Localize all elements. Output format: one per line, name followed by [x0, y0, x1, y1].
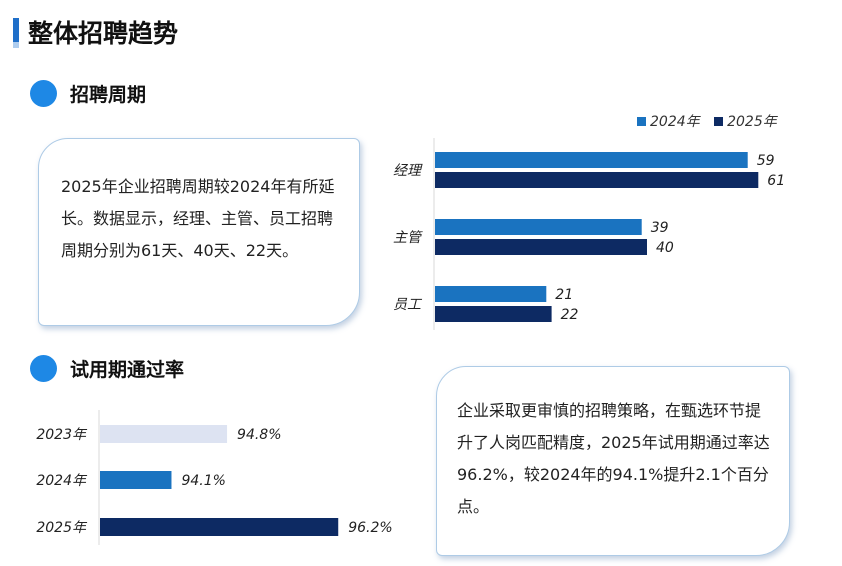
chart1-data-label: 40	[656, 240, 674, 256]
chart1-data-label: 22	[561, 307, 579, 323]
chart1-data-label: 21	[555, 287, 573, 303]
section-bullet-icon	[30, 355, 57, 382]
chart2-bar	[100, 518, 339, 536]
chart2-bar	[100, 425, 228, 443]
callout-cycle-text: 2025年企业招聘周期较2024年有所延长。数据显示，经理、主管、员工招聘周期分…	[61, 177, 335, 260]
chart1-bar	[435, 172, 759, 188]
chart1-data-label: 61	[767, 173, 785, 189]
legend-swatch-2024	[637, 117, 646, 126]
legend-item-2025: 2025年	[714, 114, 777, 130]
chart2-data-label: 96.2%	[348, 520, 392, 536]
callout-probation: 企业采取更审慎的招聘策略，在甄选环节提升了人岗匹配精度，2025年试用期通过率达…	[436, 366, 790, 556]
chart1-bar	[435, 219, 642, 235]
chart1-legend: 2024年 2025年	[637, 111, 787, 131]
chart2-data-label: 94.8%	[237, 427, 281, 443]
chart1-category-label: 员工	[393, 297, 423, 313]
chart1-bar	[435, 286, 547, 302]
section-title-cycle: 招聘周期	[70, 84, 147, 106]
chart2-category-label: 2023年	[36, 427, 88, 443]
chart1-category-label: 主管	[393, 230, 423, 246]
chart2-category-label: 2024年	[36, 473, 88, 489]
legend-item-2024: 2024年	[637, 114, 700, 130]
chart1-data-label: 39	[651, 220, 669, 236]
callout-cycle: 2025年企业招聘周期较2024年有所延长。数据显示，经理、主管、员工招聘周期分…	[38, 138, 360, 326]
chart1-bar	[435, 239, 647, 255]
legend-swatch-2025	[714, 117, 724, 126]
chart1-bar	[435, 306, 552, 322]
chart1-bar	[435, 152, 748, 168]
section-title-probation: 试用期通过率	[70, 359, 185, 381]
chart2-data-label: 94.1%	[181, 473, 225, 489]
chart1-category-label: 经理	[393, 163, 423, 179]
legend-label-2025: 2025年	[727, 114, 777, 130]
chart1-data-label: 59	[757, 153, 775, 169]
page-title: 整体招聘趋势	[28, 19, 179, 48]
chart2-bar	[100, 471, 172, 489]
title-accent-bar	[13, 18, 19, 42]
chart2-category-label: 2025年	[36, 520, 88, 536]
legend-label-2024: 2024年	[650, 114, 700, 130]
callout-probation-text: 企业采取更审慎的招聘策略，在甄选环节提升了人岗匹配精度，2025年试用期通过率达…	[457, 401, 770, 516]
title-accent-bar-light	[13, 42, 19, 48]
section-bullet-icon	[30, 80, 57, 107]
